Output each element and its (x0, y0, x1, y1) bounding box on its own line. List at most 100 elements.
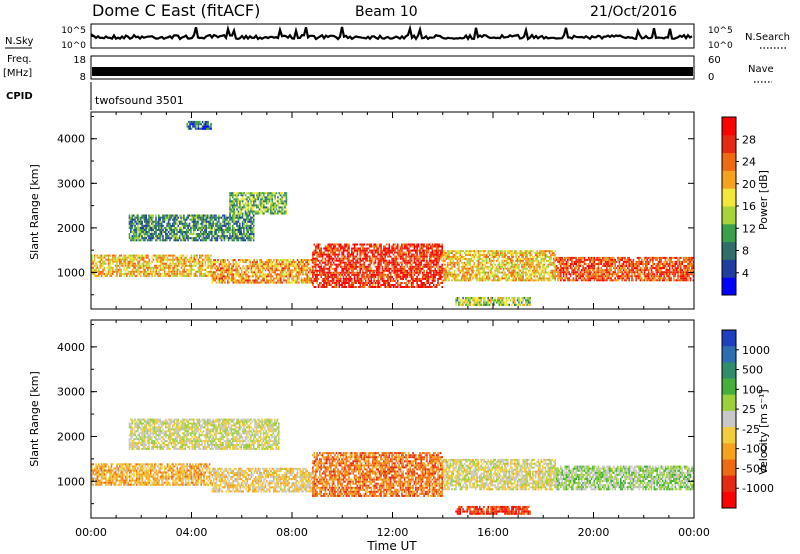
heatmap-cell (138, 218, 141, 221)
heatmap-cell (294, 265, 296, 268)
heatmap-cell (102, 262, 104, 265)
heatmap-cell (149, 235, 152, 238)
heatmap-cell (364, 255, 367, 258)
heatmap-cell (469, 265, 471, 268)
heatmap-cell (381, 257, 384, 260)
heatmap-cell (222, 279, 225, 282)
heatmap-cell (458, 258, 460, 260)
heatmap-cell (247, 192, 250, 195)
heatmap-cell (316, 253, 318, 256)
heatmap-cell (529, 273, 531, 276)
heatmap-cell (409, 245, 411, 248)
heatmap-cell (459, 269, 462, 272)
heatmap-cell (505, 250, 508, 253)
heatmap-cell (209, 231, 212, 234)
heatmap-cell (117, 258, 120, 261)
heatmap-cell (387, 251, 389, 254)
heatmap-cell (250, 271, 253, 274)
heatmap-cell (424, 255, 427, 258)
heatmap-cell (417, 261, 420, 264)
heatmap-cell (523, 258, 526, 260)
heatmap-cell (281, 206, 283, 209)
heatmap-cell (260, 271, 263, 274)
heatmap-cell (190, 274, 193, 277)
heatmap-cell (537, 265, 540, 268)
heatmap-cell (235, 269, 237, 272)
heatmap-cell (451, 279, 453, 282)
heatmap-cell (502, 259, 505, 262)
heatmap-cell (520, 267, 523, 270)
heatmap-cell (158, 228, 160, 231)
heatmap-cell (165, 266, 167, 269)
heatmap-cell (383, 282, 385, 284)
heatmap-cell (536, 263, 538, 266)
heatmap-cell (472, 259, 474, 262)
heatmap-cell (285, 204, 288, 207)
heatmap-cell (155, 214, 157, 217)
heatmap-cell (264, 275, 267, 278)
heatmap-cell (399, 247, 402, 250)
heatmap-cell (220, 263, 222, 266)
heatmap-cell (380, 245, 382, 248)
heatmap-cell (225, 263, 228, 266)
heatmap-cell (401, 255, 403, 258)
heatmap-cell (240, 206, 243, 209)
heatmap-cell (298, 261, 300, 264)
heatmap-cell (537, 269, 540, 272)
heatmap-cell (162, 266, 165, 269)
heatmap-cell (218, 224, 220, 227)
heatmap-cell (307, 267, 310, 270)
heatmap-cell (428, 267, 431, 270)
heatmap-cell (435, 251, 438, 254)
heatmap-cell (131, 214, 134, 217)
heatmap-cell (214, 263, 216, 266)
heatmap-cell (543, 271, 545, 274)
heatmap-cell (395, 261, 398, 264)
heatmap-cell (323, 271, 325, 274)
heatmap-cell (185, 260, 187, 263)
heatmap-cell (148, 224, 150, 227)
heatmap-cell (486, 277, 488, 280)
heatmap-cell (133, 272, 135, 275)
heatmap-cell (267, 279, 269, 282)
heatmap-cell (399, 269, 402, 272)
heatmap-cell (380, 273, 382, 276)
heatmap-cell (388, 247, 391, 250)
heatmap-cell (195, 220, 198, 223)
heatmap-cell (472, 275, 474, 278)
heatmap-cell (161, 260, 163, 263)
heatmap-cell (198, 237, 201, 240)
heatmap-cell (252, 271, 254, 274)
nsky-tick-top: 10^5 (61, 26, 86, 36)
heatmap-cell (235, 265, 237, 268)
heatmap-cell (513, 273, 516, 276)
heatmap-cell (294, 279, 296, 282)
heatmap-cell (274, 202, 276, 205)
heatmap-cell (163, 258, 166, 261)
heatmap-cell (199, 254, 201, 257)
heatmap-cell (113, 254, 115, 257)
heatmap-cell (296, 271, 299, 274)
data-region (128, 214, 255, 242)
heatmap-cell (526, 258, 529, 260)
heatmap-cell (417, 286, 420, 288)
heatmap-cell (238, 279, 240, 282)
heatmap-cell (205, 222, 208, 225)
heatmap-cell (380, 251, 382, 254)
heatmap-cell (284, 273, 286, 276)
heatmap-cell (166, 270, 169, 273)
heatmap-cell (207, 260, 209, 263)
heatmap-cell (320, 265, 322, 268)
heatmap-cell (421, 286, 424, 288)
heatmap-cell (377, 279, 379, 282)
heatmap-cell (261, 281, 264, 284)
heatmap-cell (539, 254, 541, 256)
heatmap-cell (415, 245, 417, 248)
heatmap-cell (426, 259, 428, 262)
heatmap-cell (396, 271, 399, 274)
heatmap-cell (248, 194, 251, 197)
heatmap-cell (287, 265, 289, 268)
heatmap-cell (472, 267, 474, 270)
heatmap-cell (233, 269, 236, 272)
heatmap-cell (306, 281, 309, 284)
